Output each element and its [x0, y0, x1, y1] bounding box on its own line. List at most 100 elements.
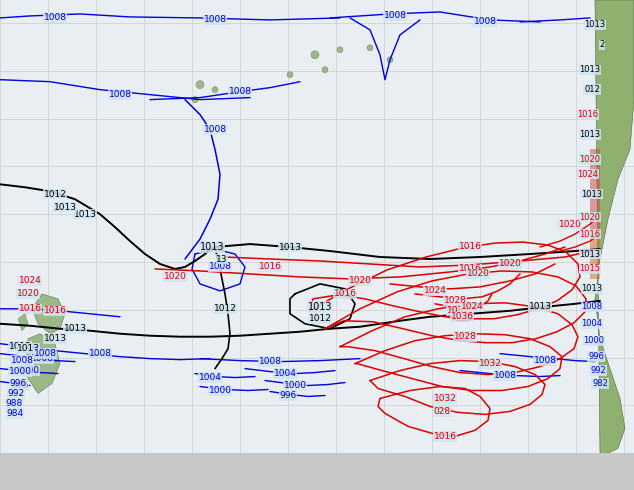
Text: 1008: 1008: [384, 11, 406, 21]
Text: 1013: 1013: [278, 243, 302, 251]
Circle shape: [212, 87, 218, 93]
Text: 170W: 170W: [49, 462, 68, 471]
Text: 1013: 1013: [44, 334, 67, 343]
Polygon shape: [590, 229, 600, 279]
Text: 110W: 110W: [205, 462, 224, 471]
Text: 012: 012: [584, 85, 600, 94]
Text: 1008: 1008: [228, 87, 252, 96]
Text: 1004: 1004: [581, 319, 602, 328]
Text: 1013: 1013: [63, 324, 86, 333]
Text: 1000: 1000: [8, 367, 32, 376]
Text: 1008: 1008: [108, 90, 131, 99]
Text: 982: 982: [592, 379, 608, 388]
Polygon shape: [32, 294, 65, 334]
Text: 1013: 1013: [53, 203, 77, 212]
Text: 1008: 1008: [204, 15, 226, 24]
Text: 1020: 1020: [467, 270, 489, 278]
Polygon shape: [18, 314, 28, 331]
Text: 996: 996: [280, 391, 297, 400]
Circle shape: [387, 57, 393, 63]
Text: 2: 2: [599, 40, 605, 49]
Text: 80W: 80W: [286, 462, 299, 471]
Text: 1013: 1013: [579, 130, 600, 139]
Text: 996: 996: [10, 379, 27, 388]
Text: 1032: 1032: [446, 306, 469, 315]
Text: 1013: 1013: [74, 210, 96, 219]
Text: 1013: 1013: [200, 242, 224, 252]
Text: 1020: 1020: [164, 272, 186, 281]
Text: 984: 984: [6, 409, 23, 418]
Text: 1012: 1012: [44, 190, 67, 199]
Circle shape: [367, 45, 373, 51]
Text: 170E: 170E: [0, 462, 16, 471]
Text: 1016: 1016: [333, 290, 356, 298]
Text: 1032: 1032: [434, 394, 456, 403]
Text: 1028: 1028: [444, 296, 467, 305]
Text: 1016: 1016: [578, 110, 598, 119]
Text: 1016: 1016: [434, 432, 456, 441]
Text: 1016: 1016: [44, 306, 67, 315]
Text: 1020: 1020: [579, 213, 600, 221]
Text: 150W: 150W: [101, 462, 120, 471]
Text: 992: 992: [8, 389, 25, 398]
Circle shape: [192, 97, 198, 102]
Text: 1000: 1000: [583, 336, 604, 345]
Text: 1024: 1024: [578, 170, 598, 179]
Text: 1008: 1008: [44, 13, 67, 23]
Text: 988: 988: [5, 399, 23, 408]
Text: 1008: 1008: [209, 263, 231, 271]
Circle shape: [311, 51, 319, 59]
Text: 1008: 1008: [11, 356, 34, 365]
Text: 180: 180: [25, 462, 39, 471]
Text: 1013: 1013: [579, 65, 600, 74]
Circle shape: [287, 72, 293, 78]
Text: 1008: 1008: [581, 302, 602, 311]
Text: 028: 028: [434, 407, 451, 416]
Text: 1008: 1008: [533, 356, 557, 365]
Text: 1008: 1008: [30, 354, 53, 363]
Text: 1008: 1008: [493, 371, 517, 380]
Polygon shape: [590, 149, 600, 229]
Text: 1036: 1036: [451, 312, 474, 321]
Text: 996: 996: [11, 381, 29, 390]
Text: 1013: 1013: [579, 249, 600, 259]
Text: Surface pressure [hPa] ECMWF: Surface pressure [hPa] ECMWF: [6, 474, 171, 484]
Text: 1024: 1024: [461, 302, 483, 311]
Text: 1032: 1032: [479, 359, 501, 368]
Text: 1013: 1013: [16, 344, 39, 353]
Text: 1020: 1020: [349, 276, 372, 285]
Text: 1013: 1013: [307, 302, 332, 312]
Text: 13: 13: [216, 254, 228, 264]
Text: 1013: 1013: [581, 190, 602, 199]
Text: 1008: 1008: [204, 125, 226, 134]
Circle shape: [337, 47, 343, 53]
Text: 1008: 1008: [34, 349, 56, 358]
Text: 1012: 1012: [309, 314, 332, 323]
Text: 1024: 1024: [18, 276, 41, 285]
Text: 140W: 140W: [127, 462, 146, 471]
Text: 120W: 120W: [179, 462, 198, 471]
Text: 996: 996: [588, 352, 604, 361]
Circle shape: [196, 81, 204, 89]
Text: 1016: 1016: [579, 230, 600, 239]
Text: 1000: 1000: [209, 386, 231, 395]
Text: 1000: 1000: [16, 366, 39, 375]
Circle shape: [322, 67, 328, 73]
Polygon shape: [595, 0, 634, 453]
Text: 1008: 1008: [259, 357, 281, 366]
Text: 1020: 1020: [579, 155, 600, 164]
Text: ©weatheronline.co.uk: ©weatheronline.co.uk: [456, 479, 564, 488]
Text: 70W: 70W: [312, 462, 325, 471]
Text: 1020: 1020: [16, 290, 39, 298]
Text: 1016: 1016: [18, 304, 41, 313]
Text: 160W: 160W: [75, 462, 94, 471]
Text: 1000: 1000: [283, 381, 306, 390]
Text: 1013: 1013: [585, 21, 605, 29]
Polygon shape: [25, 334, 60, 393]
Text: 992: 992: [590, 366, 606, 375]
Text: 1028: 1028: [453, 332, 476, 341]
Text: 1004: 1004: [198, 373, 221, 382]
Text: 1024: 1024: [424, 286, 446, 295]
Text: 1012: 1012: [9, 342, 32, 351]
Text: 1016: 1016: [458, 242, 481, 250]
